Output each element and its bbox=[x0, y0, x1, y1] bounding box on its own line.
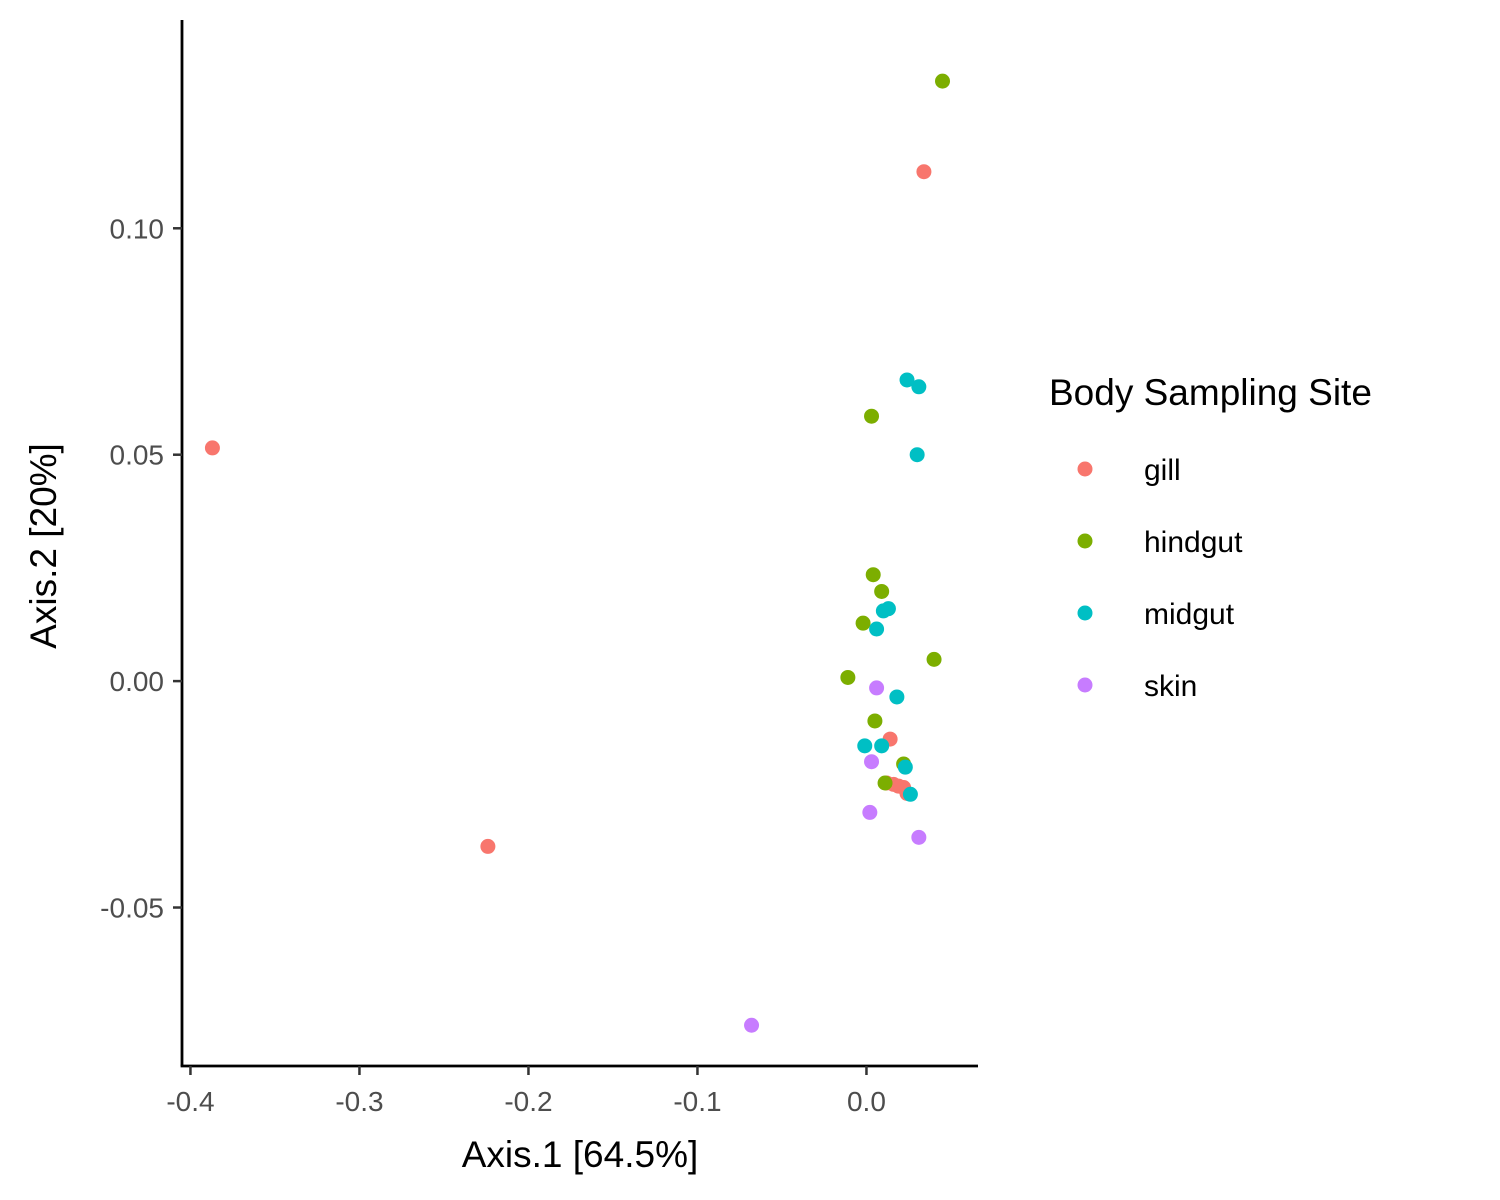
data-point-midgut bbox=[880, 601, 896, 617]
data-point-gill bbox=[204, 440, 220, 456]
x-tick-label: -0.4 bbox=[166, 1086, 214, 1117]
legend-key-hindgut bbox=[1077, 533, 1093, 549]
data-point-hindgut bbox=[864, 408, 880, 424]
legend: Body Sampling Site gill hindgut midgut skin bbox=[1049, 372, 1372, 703]
data-point-hindgut bbox=[926, 651, 942, 667]
data-points bbox=[204, 73, 951, 1033]
legend-key-skin bbox=[1077, 677, 1093, 693]
legend-items: gill hindgut midgut skin bbox=[1077, 454, 1243, 703]
data-point-skin bbox=[862, 804, 878, 820]
data-point-midgut bbox=[869, 621, 885, 637]
x-tick-label: -0.2 bbox=[504, 1086, 552, 1117]
data-point-hindgut bbox=[877, 775, 893, 791]
y-tick-label: -0.05 bbox=[100, 893, 164, 924]
data-point-hindgut bbox=[867, 713, 883, 729]
legend-key-midgut bbox=[1077, 605, 1093, 621]
x-tick-label: 0.0 bbox=[847, 1086, 886, 1117]
data-point-midgut bbox=[857, 738, 873, 754]
legend-label-midgut: midgut bbox=[1144, 598, 1235, 631]
data-point-hindgut bbox=[865, 567, 881, 583]
legend-label-hindgut: hindgut bbox=[1144, 526, 1243, 559]
data-point-skin bbox=[744, 1017, 760, 1033]
x-axis-title: Axis.1 [64.5%] bbox=[462, 1134, 699, 1175]
data-point-hindgut bbox=[840, 669, 856, 685]
x-tick-label: -0.3 bbox=[335, 1086, 383, 1117]
data-point-midgut bbox=[899, 372, 915, 388]
data-point-hindgut bbox=[855, 615, 871, 631]
data-point-gill bbox=[916, 164, 932, 180]
data-point-skin bbox=[869, 680, 885, 696]
data-point-midgut bbox=[909, 447, 925, 463]
legend-key-gill bbox=[1077, 461, 1093, 477]
data-point-midgut bbox=[897, 759, 913, 775]
y-tick-label: 0.00 bbox=[110, 666, 165, 697]
data-point-skin bbox=[911, 829, 927, 845]
data-point-gill bbox=[480, 838, 496, 854]
data-point-midgut bbox=[902, 786, 918, 802]
data-point-hindgut bbox=[935, 73, 951, 89]
data-point-midgut bbox=[874, 738, 890, 754]
x-tick-label: -0.1 bbox=[673, 1086, 721, 1117]
y-axis-ticks: -0.05 0.00 0.05 0.10 bbox=[100, 213, 182, 924]
data-point-hindgut bbox=[874, 583, 890, 599]
data-point-midgut bbox=[889, 689, 905, 705]
legend-label-gill: gill bbox=[1144, 454, 1181, 487]
x-axis-ticks: -0.4 -0.3 -0.2 -0.1 0.0 bbox=[166, 1066, 886, 1117]
data-point-midgut bbox=[911, 379, 927, 395]
y-axis-title: Axis.2 [20%] bbox=[23, 443, 64, 649]
legend-label-skin: skin bbox=[1144, 670, 1197, 703]
data-point-skin bbox=[864, 754, 880, 770]
legend-title: Body Sampling Site bbox=[1049, 372, 1372, 413]
y-tick-label: 0.05 bbox=[110, 440, 165, 471]
y-tick-label: 0.10 bbox=[110, 213, 165, 244]
